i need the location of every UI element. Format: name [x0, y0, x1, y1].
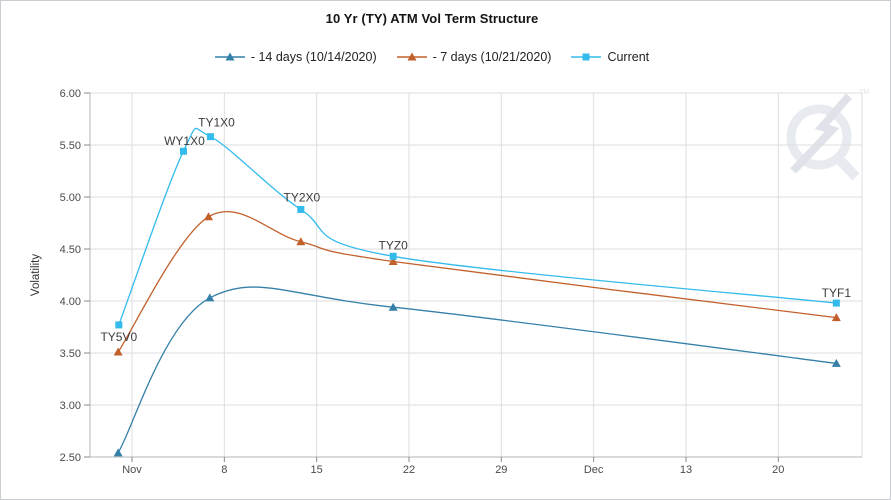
marker-current-TYF1[interactable] [832, 299, 840, 307]
point-label-TY5V0: TY5V0 [100, 330, 137, 344]
y-tick-label: 3.00 [60, 400, 81, 412]
marker-current-TYZ0[interactable] [389, 252, 397, 260]
marker-prev14-TY1X0[interactable] [205, 293, 215, 302]
watermark-tm-text: TM [859, 89, 869, 96]
marker-current-TY2X0[interactable] [297, 205, 305, 213]
legend-marker-current [571, 53, 602, 61]
quikstrike-watermark-logo: TM [786, 89, 869, 181]
legend: - 14 days (10/14/2020) - 7 days (10/21/20… [0, 49, 864, 65]
legend-item-prev14[interactable]: - 14 days (10/14/2020) [214, 50, 377, 64]
x-tick-label: 29 [495, 464, 507, 476]
x-tick-label: 13 [680, 464, 692, 476]
axes [84, 92, 862, 462]
y-tick-label: 6.00 [60, 88, 81, 100]
y-tick-label: 5.50 [60, 140, 81, 152]
y-tick-label: 4.50 [60, 244, 81, 256]
grid [90, 92, 863, 457]
x-tick-label: Nov [122, 464, 142, 476]
marker-prev7-TYF1[interactable] [831, 313, 841, 322]
point-label-TYZ0: TYZ0 [378, 238, 408, 252]
legend-label-current: Current [607, 50, 650, 64]
legend-marker-shape-current [582, 53, 590, 61]
x-tick-label: Dec [584, 464, 604, 476]
chart-title: 10 Yr (TY) ATM Vol Term Structure [325, 11, 539, 26]
series-prev14 [113, 286, 841, 457]
y-tick-label: 4.00 [60, 296, 81, 308]
marker-prev14-TYF1[interactable] [831, 358, 841, 367]
point-label-TY1X0: TY1X0 [198, 116, 235, 130]
marker-prev7-TYZ0[interactable] [388, 256, 398, 265]
series-current [115, 127, 840, 329]
point-label-WY1X0: WY1X0 [164, 134, 205, 148]
legend-marker-shape-prev7 [407, 52, 417, 61]
marker-current-TY5V0[interactable] [115, 321, 123, 329]
y-tick-label: 5.00 [60, 192, 81, 204]
marker-prev7-TY1X0[interactable] [204, 212, 214, 221]
x-tick-label: 22 [403, 464, 415, 476]
marker-prev14-TY5V0[interactable] [113, 448, 123, 457]
x-tick-label: 8 [221, 464, 227, 476]
legend-label-prev7: - 7 days (10/21/2020) [432, 50, 552, 64]
legend-item-prev7[interactable]: - 7 days (10/21/2020) [396, 50, 552, 64]
legend-marker-prev7 [396, 52, 427, 61]
series-line-current [118, 127, 837, 326]
x-tick-label: 15 [311, 464, 323, 476]
point-label-TYF1: TYF1 [822, 286, 852, 300]
y-tick-label: 2.50 [60, 452, 81, 464]
legend-marker-shape-prev14 [225, 52, 235, 61]
x-tick-label: 20 [772, 464, 784, 476]
series-prev7 [113, 211, 841, 356]
legend-label-prev14: - 14 days (10/14/2020) [250, 50, 377, 64]
point-label-TY2X0: TY2X0 [283, 190, 320, 204]
legend-marker-prev14 [214, 52, 245, 61]
marker-prev7-TY5V0[interactable] [113, 347, 123, 356]
marker-current-WY1X0[interactable] [179, 147, 187, 155]
legend-item-current[interactable]: Current [571, 50, 649, 64]
marker-prev14-TYZ0[interactable] [388, 302, 398, 311]
series-line-prev14 [117, 286, 837, 454]
y-tick-label: 3.50 [60, 348, 81, 360]
series-line-prev7 [117, 211, 837, 353]
y-axis-title: Volatility [30, 254, 42, 296]
marker-current-TY1X0[interactable] [206, 133, 214, 141]
marker-prev7-TY2X0[interactable] [296, 237, 306, 246]
